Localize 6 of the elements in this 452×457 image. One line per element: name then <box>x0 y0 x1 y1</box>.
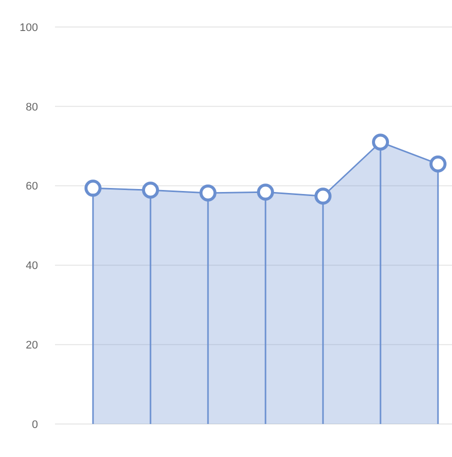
y-tick-label: 100 <box>20 22 38 34</box>
y-tick-label: 60 <box>26 180 38 193</box>
y-tick-label: 0 <box>32 418 38 431</box>
y-tick-label: 80 <box>26 101 38 114</box>
y-tick-label: 40 <box>26 260 38 272</box>
y-tick-label: 20 <box>26 339 38 352</box>
